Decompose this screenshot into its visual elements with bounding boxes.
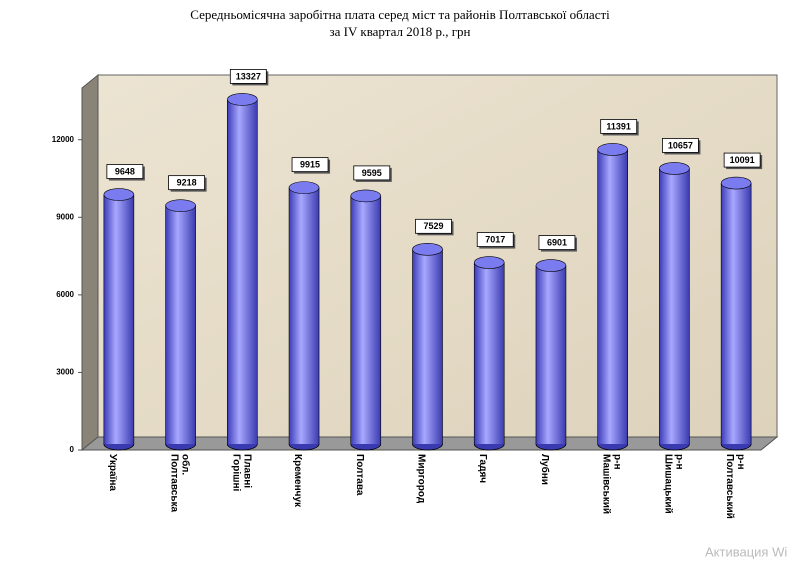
bar: [535, 259, 567, 451]
bar-outline: [103, 194, 135, 451]
value-label: 13327: [236, 71, 261, 81]
bar: [165, 199, 196, 451]
bar-body: [721, 183, 752, 445]
bar-top: [103, 188, 135, 201]
bar: [473, 256, 505, 451]
bar-top: [350, 189, 382, 203]
bar-top: [165, 199, 196, 212]
bar-top: [412, 243, 443, 256]
value-label: 11391: [606, 121, 631, 131]
bar: [227, 93, 258, 451]
bar-top: [720, 176, 752, 190]
bar-body: [474, 262, 505, 444]
value-label-box: [662, 138, 699, 153]
bar-outline: [227, 99, 258, 451]
bar-body: [289, 187, 320, 444]
x-tick-label: Шишацький р-н: [662, 454, 685, 514]
bar-top: [473, 256, 505, 269]
bar-outline: [597, 149, 628, 451]
bar: [350, 189, 382, 451]
value-label: 7017: [485, 234, 505, 244]
bar-top: [227, 93, 258, 106]
bar-outline: [288, 187, 320, 451]
value-label: 9595: [362, 168, 382, 178]
bar-body: [227, 99, 258, 444]
bar-top: [288, 181, 320, 194]
value-label: 9915: [300, 160, 320, 170]
bar-body: [597, 149, 628, 444]
bar: [597, 143, 628, 451]
x-tick-label: Україна: [106, 454, 118, 491]
value-label-box: [538, 235, 576, 250]
value-label-box: [291, 157, 329, 173]
value-label-box: [476, 232, 514, 247]
value-label-box: [600, 119, 638, 134]
x-tick-label: Машівський р-н: [600, 454, 623, 515]
bar-outline: [720, 183, 752, 451]
value-label-box: [723, 152, 761, 168]
y-tick-label: 3000: [56, 368, 74, 377]
bar: [412, 243, 443, 451]
value-label: 9648: [115, 166, 135, 176]
bar-body: [103, 194, 134, 444]
x-tick-label: Кременчук: [292, 454, 304, 508]
value-label: 10657: [668, 140, 693, 150]
bar: [659, 162, 690, 451]
bar-outline: [412, 249, 443, 451]
x-tick-label: Полтава: [353, 454, 365, 496]
x-tick-label: Гадяч: [477, 454, 489, 484]
x-tick-label: Миргород: [415, 454, 427, 504]
chart-title: Середньомісячна заробітна плата серед мі…: [190, 7, 610, 22]
bar-body: [412, 249, 443, 444]
y-tick-label: 6000: [56, 290, 74, 299]
value-label: 9218: [177, 178, 197, 188]
value-label-box: [415, 218, 452, 234]
bar: [720, 176, 752, 451]
bar-outline: [350, 195, 382, 451]
bar-outline: [659, 168, 690, 451]
x-tick-label: Лубни: [538, 454, 550, 485]
watermark: Активация Wi: [705, 544, 787, 559]
bar-top: [597, 143, 628, 156]
x-tick-label: Полтавський р-н: [724, 454, 747, 519]
chart-subtitle: за IV квартал 2018 р., грн: [329, 24, 470, 39]
bar-body: [535, 265, 566, 444]
bar-top: [535, 259, 567, 272]
value-label-box: [353, 165, 391, 181]
bar: [288, 181, 320, 451]
side-wall: [81, 73, 99, 452]
value-label-box: [168, 175, 205, 191]
y-tick-label: 0: [70, 445, 75, 454]
bar-top: [659, 162, 690, 175]
x-tick-label: Горішні Плавні: [230, 454, 253, 492]
bar-outline: [535, 265, 567, 451]
bar: [103, 188, 135, 451]
value-label: 7529: [423, 221, 443, 231]
value-label: 6901: [547, 237, 567, 247]
bar-outline: [165, 205, 196, 451]
value-label-box: [229, 69, 267, 84]
value-label: 10091: [730, 155, 755, 165]
y-tick-label: 9000: [56, 212, 74, 221]
y-tick-label: 12000: [52, 135, 75, 144]
value-label-box: [106, 164, 144, 179]
bar-body: [165, 205, 196, 444]
x-tick-label: Полтавська обл.: [168, 454, 191, 513]
bar-body: [350, 195, 381, 444]
bar-outline: [473, 262, 505, 451]
bar-body: [659, 168, 690, 444]
